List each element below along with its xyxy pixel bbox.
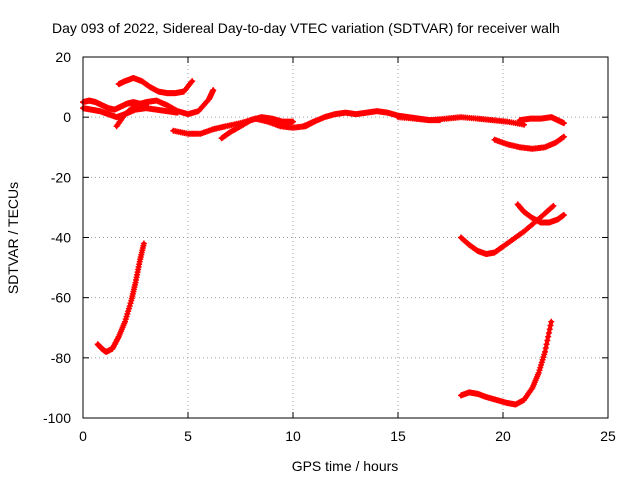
plot-frame [82, 56, 609, 419]
data-point [547, 322, 554, 329]
data-point [549, 203, 556, 210]
y-tick-label: -80 [51, 350, 71, 366]
chart-title: Day 093 of 2022, Sidereal Day-to-day VTE… [52, 20, 560, 36]
series-arc-8 [395, 114, 527, 128]
y-tick-label: -60 [51, 290, 71, 306]
series-arc-3 [115, 75, 196, 97]
data-point [290, 118, 296, 125]
y-tick-label: 20 [55, 49, 71, 65]
x-tick-label: 25 [600, 428, 616, 444]
series-arc-13 [94, 240, 147, 355]
y-tick-label: -100 [43, 410, 71, 426]
data-point [521, 121, 527, 128]
data-point [548, 318, 555, 325]
data-point [560, 211, 567, 218]
data-point [140, 240, 147, 247]
series-arc-6 [218, 114, 296, 142]
x-tick-label: 20 [495, 428, 511, 444]
data-point [560, 133, 567, 140]
data-point [543, 341, 550, 348]
data-point [544, 337, 551, 344]
data-point [542, 348, 548, 355]
x-tick-label: 10 [285, 428, 301, 444]
x-tick-label: 5 [184, 428, 192, 444]
data-point [550, 202, 557, 209]
y-tick-label: -20 [51, 169, 71, 185]
x-tick-label: 0 [79, 428, 87, 444]
data-series [80, 75, 567, 408]
series-arc-9 [516, 114, 567, 127]
x-tick-label: 15 [390, 428, 406, 444]
y-axis-label: SDTVAR / TECUs [5, 182, 21, 294]
data-point [546, 326, 553, 333]
data-point [189, 78, 196, 85]
data-point [560, 120, 567, 127]
data-point [210, 87, 217, 94]
data-point [545, 330, 552, 337]
x-axis-label: GPS time / hours [292, 458, 399, 474]
y-tick-label: 0 [63, 109, 71, 125]
axis-ticks: 0 5 10 15 20 25 -100 -80 -60 -40 -20 0 20 [43, 49, 616, 444]
series-arc-4 [113, 87, 217, 130]
data-point [542, 345, 549, 352]
series-arc-14 [458, 318, 555, 408]
y-tick-label: -40 [51, 230, 71, 246]
series-arc-10 [491, 133, 567, 152]
series-arc-12 [514, 201, 567, 226]
data-point [545, 333, 552, 340]
data-point [559, 134, 566, 141]
